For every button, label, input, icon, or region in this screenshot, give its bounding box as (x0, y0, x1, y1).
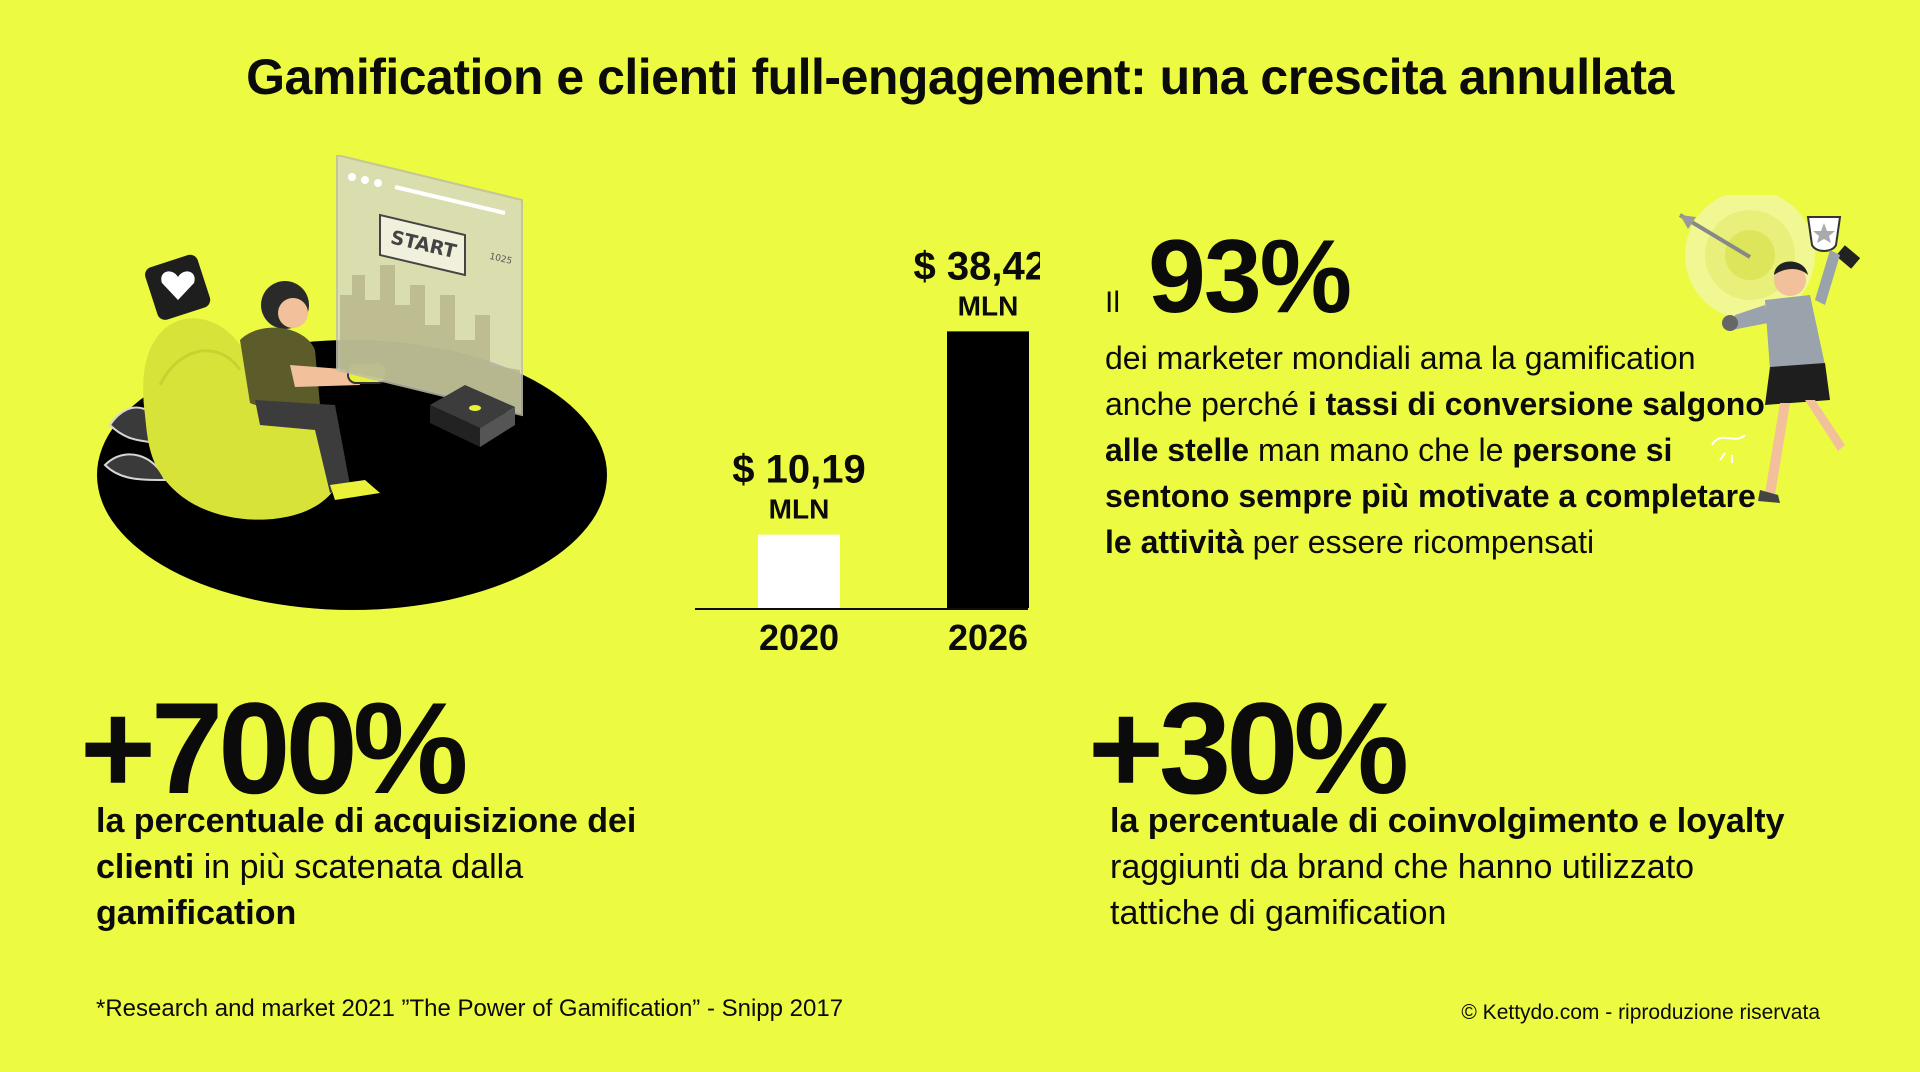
copyright-notice: © Kettydo.com - riproduzione riservata (1461, 1001, 1820, 1024)
data-label-2026: $ 38,42* (913, 244, 1040, 288)
text-segment: la percentuale di acquisizione dei clien… (96, 802, 637, 886)
gamer-illustration: START 1025 (97, 155, 607, 610)
stat-93-prefix: Il (1105, 286, 1120, 319)
heart-bubble-icon (145, 254, 211, 320)
stat-93-block: Il 93% dei marketer mondiali ama la gami… (1105, 225, 1765, 565)
text-segment: raggiunti da brand che hanno utilizzato … (1110, 848, 1695, 932)
game-console (430, 385, 515, 447)
text-segment: dei marketer mondiali ama la gamificatio… (1105, 340, 1696, 422)
stat-93-value: 93% (1148, 219, 1352, 335)
trophy-icon (1806, 216, 1861, 269)
game-screen: START 1025 (336, 155, 523, 417)
person-torso (240, 327, 320, 409)
person-legs (255, 400, 350, 493)
stat-93-description: dei marketer mondiali ama la gamificatio… (1105, 335, 1765, 565)
stat-700-description: la percentuale di acquisizione dei clien… (96, 798, 676, 936)
page-title: Gamification e clienti full-engagement: … (246, 49, 1674, 105)
x-tick-2020: 2020 (759, 617, 839, 655)
bar-2020 (758, 534, 840, 608)
text-segment: la percentuale di coinvolgimento e loyal… (1110, 802, 1785, 840)
text-segment: per essere ricompensati (1243, 524, 1595, 560)
source-footnote: *Research and market 2021 ”The Power of … (96, 995, 844, 1022)
person-shoe (330, 480, 380, 500)
text-segment: in più scatenata dalla (194, 848, 524, 886)
text-segment: i tassi di conversione salgono alle stel… (1105, 386, 1765, 468)
text-segment: persone si sentono sempre più motivate a… (1105, 432, 1756, 560)
woman-jacket (1765, 295, 1825, 370)
stat-30-description: la percentuale di coinvolgimento e loyal… (1110, 798, 1810, 936)
bean-bag (143, 318, 341, 520)
x-tick-2026: 2026 (948, 617, 1028, 655)
stat-700-value: +700% (80, 675, 468, 821)
stat-30-value: +30% (1088, 675, 1409, 821)
text-segment: man mano che le (1249, 432, 1513, 468)
data-label-2020: $ 10,19 (732, 448, 865, 492)
bar-2026 (947, 331, 1029, 608)
businesswoman-illustration (1678, 195, 1861, 503)
text-segment: gamification (96, 894, 297, 932)
unit-label-2026: MLN (958, 290, 1019, 321)
unit-label-2020: MLN (769, 494, 830, 525)
woman-skirt (1765, 363, 1830, 405)
woman-head (1774, 264, 1806, 296)
